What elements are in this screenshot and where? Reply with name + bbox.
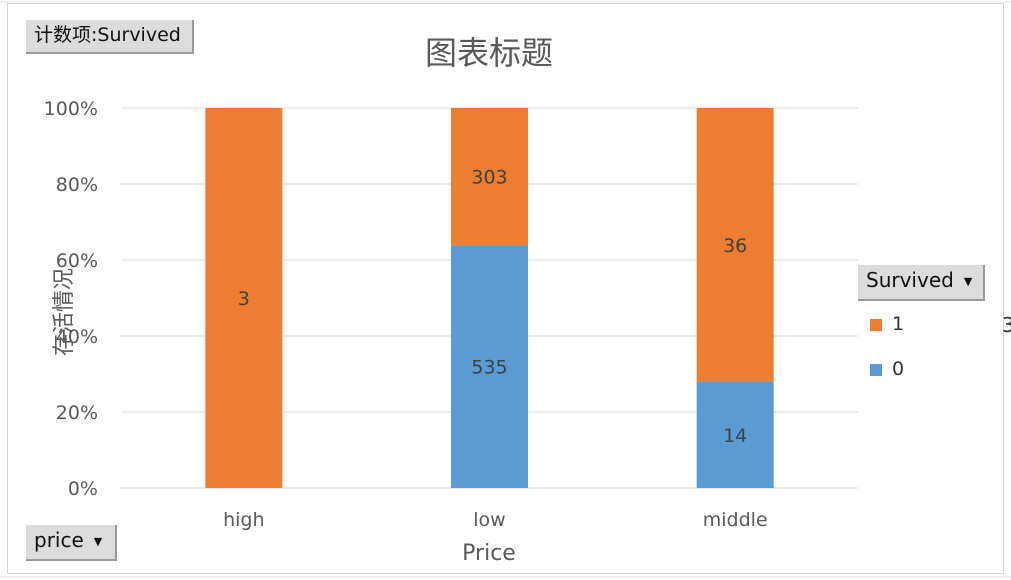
bar-middle-series-1[interactable]: [696, 108, 774, 382]
chevron-down-icon: ▼: [963, 275, 973, 288]
data-label: 303: [471, 167, 507, 189]
x-tick-label: low: [473, 509, 505, 531]
y-tick-label: 60%: [56, 250, 98, 272]
data-label: 3: [238, 288, 250, 310]
x-axis-title[interactable]: Price: [462, 541, 516, 566]
legend-swatch-0: [870, 363, 882, 376]
axis-field-button[interactable]: price ▼: [26, 525, 117, 561]
x-tick-label: high: [223, 509, 264, 531]
legend-field-label: Survived: [866, 268, 954, 292]
y-tick-label: 100%: [44, 98, 98, 120]
data-label: 36: [723, 235, 747, 257]
cell-value-clipped: 3: [1002, 313, 1011, 337]
chart-area[interactable]: 3 535 303 14 36 0% 20% 40% 60% 80% 100% high low mid…: [7, 3, 1004, 574]
legend-item-0[interactable]: 0: [870, 357, 904, 381]
data-label: 535: [471, 357, 507, 379]
chart-plot: 3 535 303 14 36 0% 20% 40% 60% 80% 100% high low mid…: [44, 98, 858, 531]
legend-swatch-1: [870, 318, 882, 331]
chart-title[interactable]: 图表标题: [424, 34, 553, 72]
y-tick-label: 0%: [68, 478, 98, 500]
legend-label-0: 0: [892, 358, 905, 380]
legend-field-button[interactable]: Survived ▼: [858, 265, 985, 301]
chevron-down-icon: ▼: [93, 535, 103, 548]
legend-label-1: 1: [892, 313, 905, 335]
bar-middle-series-0[interactable]: [696, 381, 774, 488]
axis-field-label: price: [34, 528, 84, 552]
y-axis-title[interactable]: 存活情况: [52, 268, 77, 357]
y-tick-label: 80%: [56, 174, 98, 196]
bar-low-series-0[interactable]: [451, 245, 528, 488]
data-label: 14: [723, 425, 747, 447]
y-tick-label: 20%: [56, 402, 98, 424]
bar-low-series-1[interactable]: [451, 108, 528, 246]
value-field-button[interactable]: 计数项:Survived: [26, 20, 194, 54]
value-field-label: 计数项:Survived: [34, 24, 181, 46]
y-tick-label: 40%: [56, 326, 98, 348]
x-tick-label: middle: [703, 509, 768, 531]
legend-item-1[interactable]: 1: [870, 312, 904, 336]
bar-high-series-1[interactable]: [205, 108, 283, 488]
